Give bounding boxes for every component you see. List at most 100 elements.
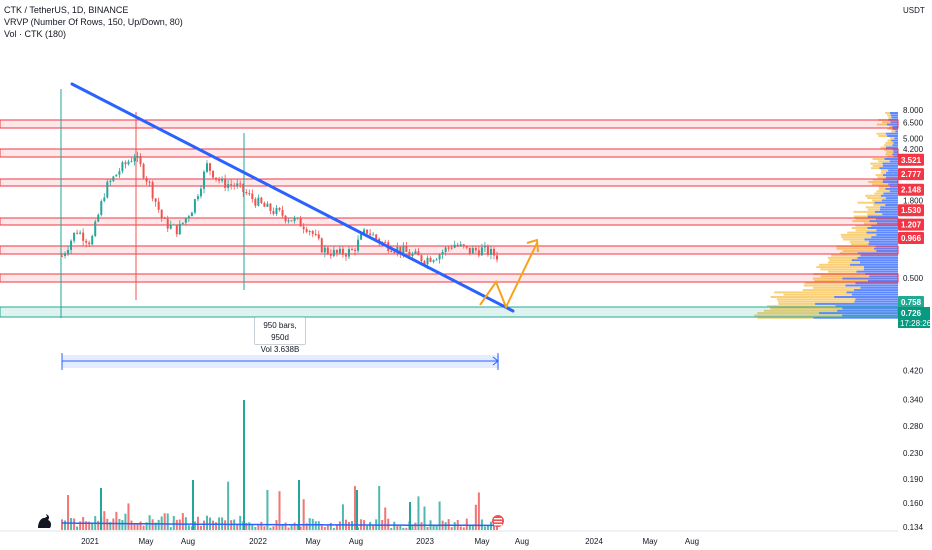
volume-bar <box>124 513 127 530</box>
candle <box>429 256 432 263</box>
volume-bar <box>130 520 133 530</box>
vp-row-down <box>757 316 814 319</box>
vp-row-up <box>854 289 898 292</box>
candle <box>453 240 456 249</box>
volume-bar <box>118 518 121 530</box>
candle <box>184 217 187 225</box>
vp-row-down <box>872 183 889 186</box>
candle <box>266 201 269 207</box>
vp-row-down <box>878 160 890 163</box>
volume-bar <box>477 492 480 530</box>
currency-label: USDT <box>903 6 925 15</box>
volume-profile <box>754 112 898 319</box>
volume-bar <box>133 523 136 530</box>
volume-bar <box>423 506 426 530</box>
volume-bar <box>390 527 393 530</box>
candle <box>112 175 115 182</box>
svg-text:0.758: 0.758 <box>901 298 922 307</box>
descending-trendline[interactable] <box>70 82 515 313</box>
vp-row-up <box>875 217 898 220</box>
volume-bar <box>154 522 157 530</box>
candle <box>103 193 106 203</box>
volume-bar <box>193 521 196 530</box>
svg-text:17:28:26: 17:28:26 <box>900 319 932 328</box>
vp-row-up <box>863 268 898 271</box>
flag-icon[interactable] <box>492 515 504 527</box>
vp-row-up <box>892 144 898 147</box>
vp-row-up <box>885 187 898 190</box>
candle <box>130 157 133 163</box>
time-tick-label: 2021 <box>81 537 99 546</box>
candle <box>305 226 308 234</box>
volume-bar-spike <box>409 502 411 530</box>
volume-bar <box>296 524 299 530</box>
candle <box>227 179 230 192</box>
volume-bar <box>462 527 465 530</box>
vp-row-down <box>853 215 868 218</box>
time-axis[interactable]: 2021 May Aug 2022 May Aug 2023 May Aug 2024 May Aug <box>81 537 699 546</box>
candle <box>308 229 311 236</box>
vp-row-down <box>767 305 836 308</box>
vp-row-up <box>869 240 898 243</box>
volume-bar <box>103 511 106 530</box>
candle <box>172 223 175 226</box>
vp-row-down <box>875 174 883 177</box>
vp-row-up <box>882 162 898 165</box>
vp-row-up <box>882 174 898 177</box>
vrvp-indicator-label[interactable]: VRVP (Number Of Rows, 150, Up/Down, 80) <box>4 17 183 27</box>
vp-row-down <box>872 158 885 160</box>
candle <box>281 205 284 219</box>
price-tick-label: 5.000 <box>903 135 924 144</box>
price-tick-label: 0.500 <box>903 274 924 283</box>
vp-row-down <box>812 277 843 280</box>
tradingview-logo-icon[interactable] <box>34 512 54 530</box>
candle <box>299 215 302 227</box>
time-tick-label: 2022 <box>249 537 267 546</box>
volume-bar <box>474 504 477 530</box>
vp-row-up <box>837 309 898 312</box>
vp-row-down <box>867 213 883 216</box>
vp-row-down <box>874 192 884 195</box>
zone-2148 <box>0 178 899 187</box>
volume-bar <box>121 520 124 530</box>
vp-row-down <box>754 314 843 317</box>
vp-row-up <box>890 121 898 124</box>
volume-bar <box>341 504 344 530</box>
symbol-title[interactable]: CTK / TetherUS, 1D, BINANCE <box>4 5 129 15</box>
level-label-1207: 1.207 <box>898 218 924 231</box>
volume-bar <box>369 521 372 530</box>
vp-row-down <box>842 238 865 241</box>
volume-bar <box>284 522 287 530</box>
vp-row-down <box>836 247 875 250</box>
vp-row-up <box>860 286 898 289</box>
price-tick-label: 0.280 <box>903 422 924 431</box>
vp-row-up <box>879 167 898 170</box>
candle <box>199 185 202 199</box>
volume-bar <box>206 515 208 530</box>
vp-row-down <box>870 162 883 165</box>
vp-row-down <box>851 227 868 229</box>
candle <box>408 248 411 257</box>
vp-row-down <box>839 252 858 255</box>
vp-row-up <box>813 316 898 319</box>
vp-row-down <box>866 197 886 200</box>
volume-bar <box>202 520 205 530</box>
candle <box>193 198 196 215</box>
vp-row-up <box>864 266 898 269</box>
volume-bar <box>70 518 73 530</box>
volume-bar <box>215 522 218 530</box>
volume-bar <box>384 507 387 530</box>
volume-indicator-label[interactable]: Vol · CTK (180) <box>4 29 67 39</box>
date-range-measure[interactable] <box>61 353 499 370</box>
price-tick-label: 8.000 <box>903 106 924 115</box>
candle <box>335 249 338 257</box>
candle <box>269 202 272 215</box>
candle <box>468 247 471 256</box>
volume-bar <box>181 513 184 530</box>
projection-path[interactable] <box>479 242 538 310</box>
chart-legend[interactable]: CTK / TetherUS, 1D, BINANCE VRVP (Number… <box>4 4 183 40</box>
volume-bar <box>347 521 350 530</box>
volume-bar <box>115 511 118 530</box>
